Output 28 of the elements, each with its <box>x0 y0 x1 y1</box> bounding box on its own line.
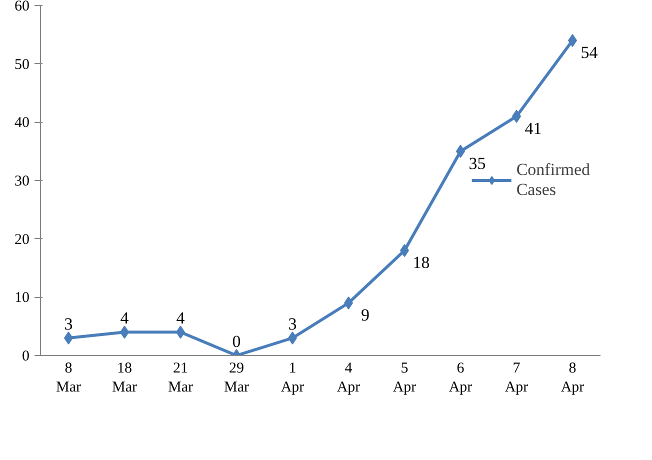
x-tick-label: 21 Mar <box>168 360 194 396</box>
x-tick-label: 5 Apr <box>392 360 416 396</box>
data-label: 4 <box>120 308 130 328</box>
y-tick-label: 20 <box>14 232 30 248</box>
data-label: 9 <box>361 306 370 325</box>
data-label: 3 <box>64 314 73 334</box>
y-tick-label: 0 <box>22 348 30 364</box>
data-label: 35 <box>468 154 486 173</box>
y-tick-label: 10 <box>14 290 30 306</box>
y-tick-label: 50 <box>14 56 30 73</box>
x-tick-label: 7 Apr <box>504 360 528 396</box>
y-tick-label: 40 <box>14 115 30 132</box>
data-label: 3 <box>288 314 297 334</box>
data-label: 4 <box>176 308 186 328</box>
legend-label: Confirmed Cases <box>516 160 590 200</box>
x-tick-label: 6 Apr <box>448 360 472 396</box>
data-label: 41 <box>524 119 542 138</box>
x-tick-label: 29 Mar <box>224 360 250 396</box>
y-tick-label: 30 <box>14 174 30 190</box>
x-tick-label: 1 Apr <box>280 360 304 396</box>
x-tick-label: 4 Apr <box>336 360 360 396</box>
x-tick-label: 18 Mar <box>112 360 138 396</box>
data-label: 54 <box>580 43 598 62</box>
data-label: 18 <box>412 253 430 272</box>
x-tick-label: 8 Mar <box>56 360 82 396</box>
y-tick-label: 60 <box>14 0 30 14</box>
x-tick-label: 8 Apr <box>560 360 584 396</box>
data-label: 0 <box>232 332 241 351</box>
